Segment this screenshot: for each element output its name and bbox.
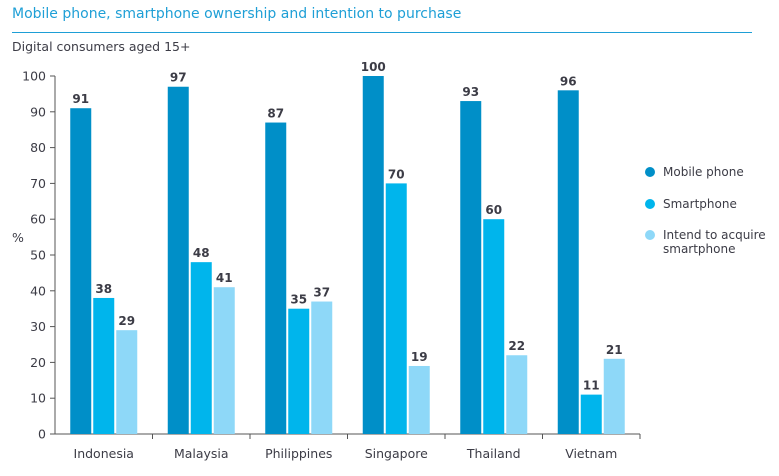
bar <box>167 86 189 435</box>
bar-value-label: 11 <box>583 379 600 393</box>
legend-label: Smartphone <box>663 197 737 211</box>
bar-value-label: 29 <box>118 314 135 328</box>
bar <box>362 76 384 434</box>
bar-value-label: 100 <box>361 60 386 74</box>
bar <box>311 301 333 434</box>
bar-value-label: 38 <box>95 282 112 296</box>
bar <box>460 101 482 434</box>
bar-value-label: 96 <box>560 74 577 88</box>
bar-value-label: 91 <box>72 92 89 106</box>
axes: 0 10 20 30 40 50 60 70 80 90 100% Indonesia Malaysia… <box>12 69 641 461</box>
y-tick-label: 30 <box>30 319 46 334</box>
y-axis-label: % <box>12 230 24 245</box>
bar <box>213 287 235 434</box>
x-category-label: Indonesia <box>74 446 134 461</box>
bar <box>557 90 579 434</box>
bar <box>93 297 115 434</box>
chart-subtitle: Digital consumers aged 15+ <box>12 39 191 54</box>
bar <box>603 358 625 434</box>
legend-label: Mobile phone <box>663 165 744 179</box>
y-tick-label: 20 <box>30 355 46 370</box>
bar <box>265 122 287 434</box>
legend-label: Intend to acquire <box>663 228 766 242</box>
bar <box>288 308 310 434</box>
bar-value-label: 48 <box>193 246 210 260</box>
legend: Mobile phone Smartphone Intend to acquires… <box>645 165 766 256</box>
bar-value-label: 93 <box>462 85 479 99</box>
legend-label: smartphone <box>663 242 736 256</box>
y-tick-label: 40 <box>30 283 46 298</box>
bar <box>385 183 407 434</box>
title-divider <box>12 32 752 33</box>
bar <box>483 219 505 434</box>
bar-value-label: 22 <box>508 339 525 353</box>
bar <box>408 365 430 434</box>
bar-value-label: 35 <box>290 293 307 307</box>
x-category-label: Philippines <box>265 446 332 461</box>
bar <box>506 355 528 434</box>
y-tick-label: 80 <box>30 140 46 155</box>
bar-value-label: 41 <box>216 271 233 285</box>
y-tick-label: 90 <box>30 104 46 119</box>
bar-value-label: 87 <box>267 107 284 121</box>
x-category-label: Vietnam <box>565 446 617 461</box>
bar <box>190 262 212 434</box>
y-tick-label: 60 <box>30 212 46 227</box>
y-tick-label: 10 <box>30 391 46 406</box>
legend-swatch <box>645 230 655 240</box>
y-tick-label: 0 <box>38 427 46 442</box>
y-tick-label: 50 <box>30 248 46 263</box>
x-category-label: Malaysia <box>174 446 229 461</box>
bars: 91 38 29 97 48 41 87 35 37 100 70 19 93 60 22 96 11 21 <box>70 60 625 435</box>
x-category-label: Singapore <box>365 446 428 461</box>
chart-title: Mobile phone, smartphone ownership and i… <box>12 6 462 22</box>
y-tick-label: 70 <box>30 176 46 191</box>
bar-value-label: 97 <box>170 71 187 85</box>
bar-value-label: 37 <box>313 286 330 300</box>
bar <box>70 108 92 434</box>
bar-value-label: 19 <box>411 350 428 364</box>
legend-swatch <box>645 167 655 177</box>
bar-value-label: 60 <box>485 203 502 217</box>
bar <box>116 330 138 434</box>
bar-value-label: 21 <box>606 343 623 357</box>
x-category-label: Thailand <box>466 446 521 461</box>
legend-swatch <box>645 199 655 209</box>
y-tick-label: 100 <box>22 69 46 84</box>
bar <box>580 394 602 434</box>
bar-value-label: 70 <box>388 167 405 181</box>
